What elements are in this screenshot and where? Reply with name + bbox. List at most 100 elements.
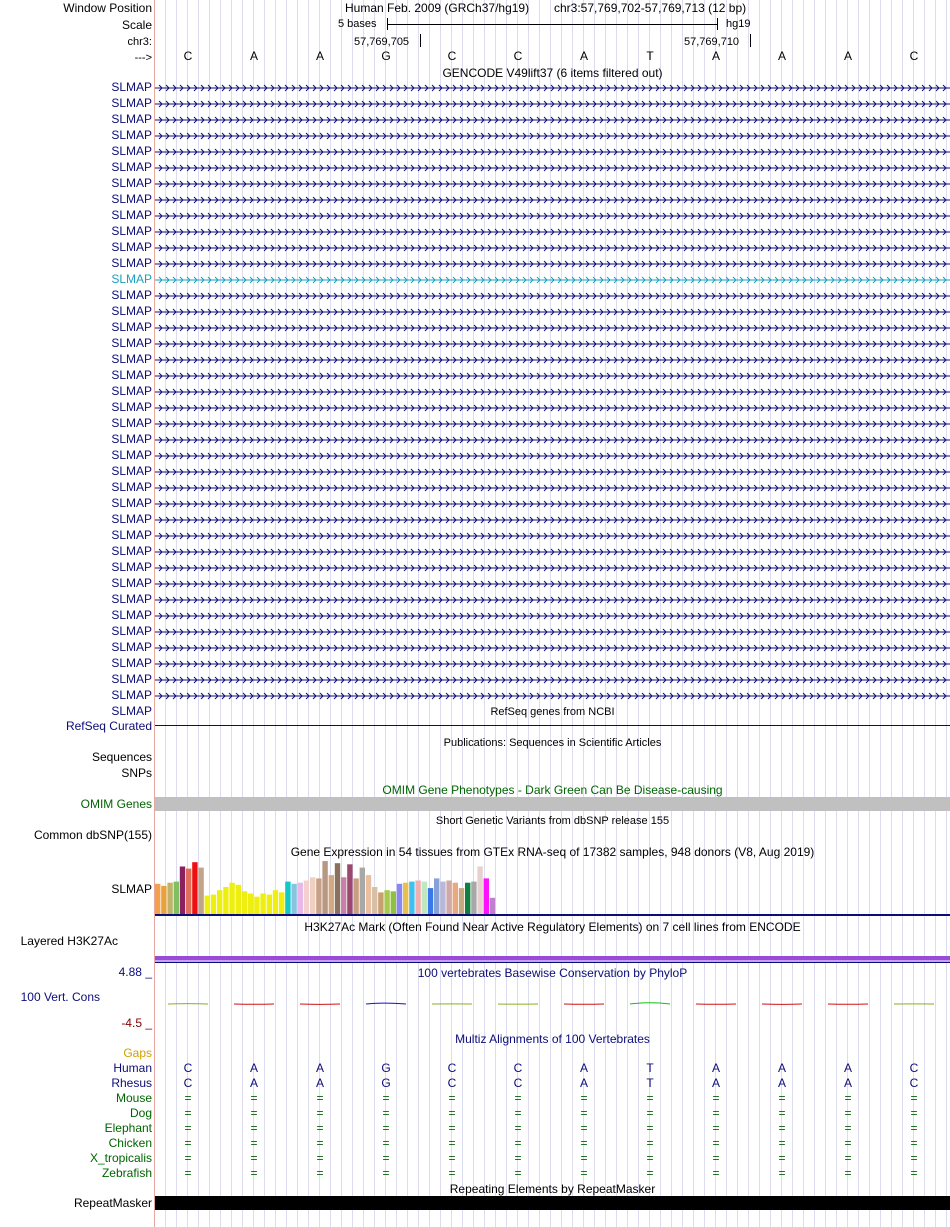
- gtex-tissue-bar[interactable]: [192, 862, 198, 914]
- gencode-transcript-label[interactable]: SLMAP: [111, 560, 152, 574]
- gtex-tissue-bar[interactable]: [241, 891, 248, 914]
- gtex-tissue-bar[interactable]: [266, 894, 272, 914]
- gtex-tissue-bar[interactable]: [440, 881, 446, 914]
- gtex-tissue-bar[interactable]: [316, 878, 322, 914]
- gencode-transcript-line[interactable]: [155, 276, 950, 284]
- gencode-transcript-line[interactable]: [155, 596, 950, 604]
- gencode-transcript-line[interactable]: [155, 548, 950, 556]
- gencode-transcript-label[interactable]: SLMAP: [111, 320, 152, 334]
- gtex-tissue-bar[interactable]: [229, 882, 235, 914]
- gencode-transcript-line[interactable]: [155, 244, 950, 252]
- gencode-transcript-label[interactable]: SLMAP: [111, 640, 152, 654]
- gtex-tissue-bar[interactable]: [173, 881, 179, 914]
- gtex-track-label[interactable]: SLMAP: [111, 882, 152, 896]
- gencode-transcript-line[interactable]: [155, 228, 950, 236]
- gtex-tissue-bar[interactable]: [161, 885, 167, 914]
- gencode-transcript-label[interactable]: SLMAP: [111, 304, 152, 318]
- gtex-tissue-bar[interactable]: [248, 893, 254, 915]
- gtex-tissue-bar[interactable]: [353, 878, 359, 914]
- gtex-tissue-bar[interactable]: [297, 882, 303, 914]
- gencode-transcript-line[interactable]: [155, 500, 950, 508]
- gtex-tissue-bar[interactable]: [334, 863, 341, 914]
- gencode-transcript-label[interactable]: SLMAP: [111, 272, 152, 286]
- gencode-transcript-line[interactable]: [155, 404, 950, 412]
- gencode-transcript-label[interactable]: SLMAP: [111, 480, 152, 494]
- gencode-transcript-label[interactable]: SLMAP: [111, 672, 152, 686]
- gencode-transcript-label[interactable]: SLMAP: [111, 624, 152, 638]
- phylop-base-score[interactable]: [365, 1002, 407, 1005]
- multiz-species-label[interactable]: Zebrafish: [101, 1166, 152, 1180]
- gencode-transcript-line[interactable]: [155, 516, 950, 524]
- gtex-tissue-bar[interactable]: [279, 892, 285, 914]
- gtex-tissue-bar[interactable]: [421, 881, 427, 914]
- gtex-bar-chart[interactable]: [155, 860, 950, 916]
- gtex-tissue-bar[interactable]: [347, 864, 353, 914]
- gencode-transcript-line[interactable]: [155, 100, 950, 108]
- gencode-transcript-label[interactable]: SLMAP: [111, 704, 152, 718]
- gtex-tissue-bar[interactable]: [446, 880, 452, 915]
- gtex-tissue-bar[interactable]: [186, 868, 192, 914]
- phylop-signal[interactable]: [155, 980, 950, 1030]
- gencode-transcript-label[interactable]: SLMAP: [111, 592, 152, 606]
- multiz-species-label[interactable]: Dog: [129, 1106, 152, 1120]
- gtex-tissue-bar[interactable]: [396, 883, 403, 914]
- gtex-tissue-bar[interactable]: [378, 892, 384, 914]
- gencode-transcript-label[interactable]: SLMAP: [111, 688, 152, 702]
- omim-track-label[interactable]: OMIM Genes: [80, 797, 152, 811]
- gencode-transcript-label[interactable]: SLMAP: [111, 336, 152, 350]
- gencode-transcript-label[interactable]: SLMAP: [111, 224, 152, 238]
- gtex-tissue-bar[interactable]: [272, 890, 279, 914]
- gencode-transcript-line[interactable]: [155, 436, 950, 444]
- gtex-tissue-bar[interactable]: [217, 890, 223, 914]
- gencode-transcript-line[interactable]: [155, 196, 950, 204]
- gencode-transcript-line[interactable]: [155, 84, 950, 92]
- gencode-transcript-label[interactable]: SLMAP: [111, 656, 152, 670]
- gencode-transcript-line[interactable]: [155, 116, 950, 124]
- gtex-tissue-bar[interactable]: [359, 867, 365, 914]
- gencode-transcript-line[interactable]: [155, 580, 950, 588]
- gtex-tissue-bar[interactable]: [155, 883, 161, 914]
- gencode-transcript-label[interactable]: SLMAP: [111, 368, 152, 382]
- gencode-transcript-line[interactable]: [155, 324, 950, 332]
- gtex-tissue-bar[interactable]: [198, 867, 204, 914]
- multiz-species-label[interactable]: Rhesus: [111, 1076, 152, 1090]
- gencode-transcript-label[interactable]: SLMAP: [111, 416, 152, 430]
- gencode-transcript-label[interactable]: SLMAP: [111, 400, 152, 414]
- multiz-species-label[interactable]: Elephant: [104, 1121, 152, 1135]
- gtex-tissue-bar[interactable]: [365, 875, 372, 914]
- multiz-species-label[interactable]: X_tropicalis: [89, 1151, 152, 1165]
- gencode-transcript-label[interactable]: SLMAP: [111, 128, 152, 142]
- gencode-transcript-line[interactable]: [155, 308, 950, 316]
- gencode-transcript-label[interactable]: SLMAP: [111, 512, 152, 526]
- gtex-tissue-bar[interactable]: [372, 887, 378, 914]
- gtex-tissue-bar[interactable]: [465, 882, 471, 914]
- refseq-track-label[interactable]: RefSeq Curated: [65, 719, 152, 733]
- gtex-tissue-bar[interactable]: [204, 895, 210, 914]
- gencode-transcript-line[interactable]: [155, 532, 950, 540]
- gtex-tissue-bar[interactable]: [210, 894, 217, 914]
- gtex-tissue-bar[interactable]: [341, 877, 347, 914]
- gencode-transcript-line[interactable]: [155, 644, 950, 652]
- gencode-transcript-line[interactable]: [155, 260, 950, 268]
- phylop-track-label[interactable]: 100 Vert. Cons: [20, 990, 100, 1004]
- gencode-transcript-label[interactable]: SLMAP: [111, 352, 152, 366]
- dbsnp-track-label[interactable]: Common dbSNP(155): [33, 828, 152, 842]
- gencode-transcript-line[interactable]: [155, 212, 950, 220]
- gtex-tissue-bar[interactable]: [434, 878, 440, 914]
- publications-sequences-label[interactable]: Sequences: [91, 750, 152, 764]
- gtex-tissue-bar[interactable]: [452, 882, 458, 914]
- gtex-tissue-bar[interactable]: [415, 880, 421, 915]
- gencode-transcript-line[interactable]: [155, 564, 950, 572]
- multiz-species-label[interactable]: Mouse: [115, 1091, 152, 1105]
- gtex-tissue-bar[interactable]: [167, 882, 173, 914]
- gencode-transcript-label[interactable]: SLMAP: [111, 192, 152, 206]
- gtex-tissue-bar[interactable]: [390, 891, 396, 914]
- gencode-transcript-label[interactable]: SLMAP: [111, 112, 152, 126]
- gencode-transcripts[interactable]: [155, 80, 950, 704]
- gtex-tissue-bar[interactable]: [409, 881, 415, 914]
- phylop-base-score[interactable]: [629, 1002, 671, 1005]
- repeatmasker-track-label[interactable]: RepeatMasker: [73, 1196, 152, 1210]
- gencode-transcript-label[interactable]: SLMAP: [111, 208, 152, 222]
- gencode-transcript-label[interactable]: SLMAP: [111, 160, 152, 174]
- gtex-tissue-bar[interactable]: [179, 866, 186, 915]
